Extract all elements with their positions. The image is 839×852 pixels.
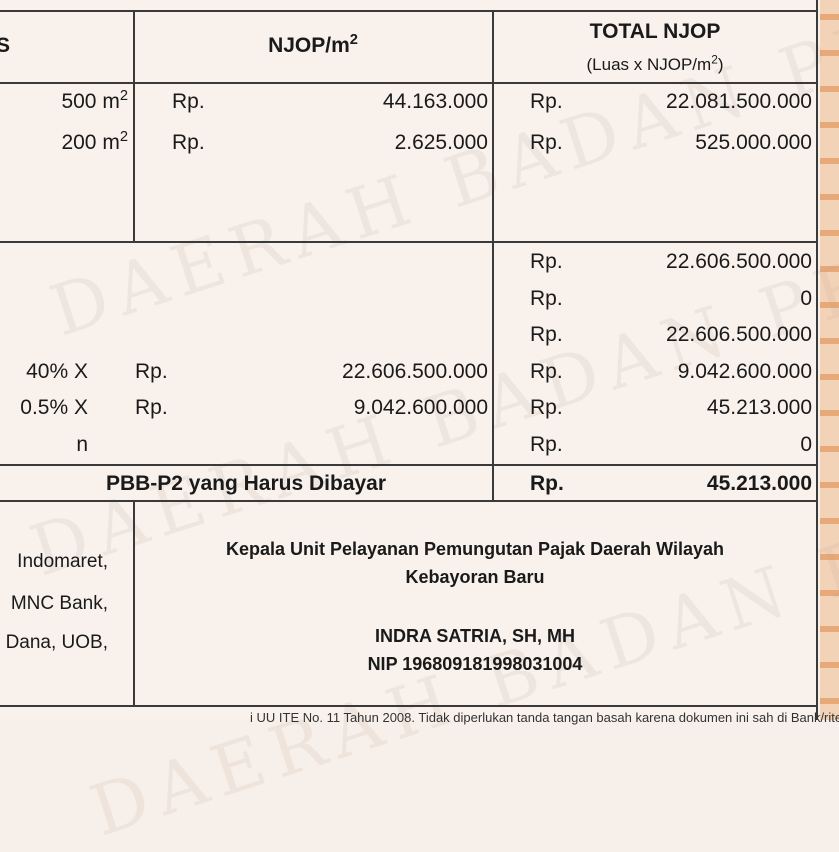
summary-total-currency: Rp.	[530, 396, 563, 419]
signatory-name: INDRA SATRIA, SH, MH	[375, 626, 575, 646]
summary-total-currency: Rp.	[530, 359, 563, 383]
total-value: 22.081.500.000	[666, 90, 812, 113]
signatory-title: Kebayoran Baru	[405, 567, 545, 587]
summary-total: 0	[800, 286, 812, 310]
currency: Rp.	[172, 90, 205, 113]
amount-due-value: 45.213.000	[706, 472, 812, 495]
summary-total-currency: Rp.	[530, 323, 563, 346]
payment-channel-text: Dana, UOB,	[5, 632, 108, 653]
njop-value: 2.625.000	[394, 131, 488, 154]
summary-total-currency: Rp.	[530, 286, 563, 310]
summary-currency: Rp.	[135, 359, 168, 383]
summary-base: 22.606.500.000	[342, 359, 488, 383]
summary-total: 9.042.600.000	[677, 359, 812, 383]
summary-base: 9.042.600.000	[353, 396, 488, 419]
summary-total: 22.606.500.000	[666, 323, 812, 346]
amount-due-label: PBB-P2 yang Harus Dibayar	[105, 472, 387, 495]
rule	[0, 500, 818, 502]
summary-currency: Rp.	[135, 396, 168, 419]
payment-channel-text: MNC Bank,	[10, 593, 108, 614]
summary-total-currency: Rp.	[530, 432, 563, 456]
payment-channel-text: Indomaret,	[17, 551, 108, 572]
signatory-nip: NIP 196809181998031004	[367, 654, 583, 674]
header-area: S	[0, 34, 11, 57]
currency: Rp.	[172, 131, 205, 154]
header-total: TOTAL NJOP	[589, 20, 721, 43]
rule	[0, 10, 818, 12]
header-total-sub: (Luas x NJOP/m2)	[586, 52, 724, 74]
area: 200 m2	[61, 129, 128, 154]
currency: Rp.	[530, 90, 563, 113]
summary-total: 22.606.500.000	[666, 250, 812, 273]
njop-value: 44.163.000	[382, 90, 488, 113]
summary-total-currency: Rp.	[530, 250, 563, 273]
summary-left: 40% X	[26, 359, 88, 383]
summary-left: n	[76, 432, 88, 456]
signatory-title: Kepala Unit Pelayanan Pemungutan Pajak D…	[225, 539, 724, 559]
decorative-border	[820, 0, 839, 720]
summary-total: 45.213.000	[706, 396, 812, 419]
rule	[816, 0, 818, 720]
summary-total: 0	[800, 432, 812, 456]
rule	[0, 464, 818, 466]
rule	[0, 705, 818, 707]
header-njop: NJOP/m2	[268, 32, 358, 57]
rule	[0, 241, 818, 243]
rule	[133, 500, 135, 706]
currency: Rp.	[530, 472, 564, 495]
summary-left: 0.5% X	[20, 396, 88, 419]
area: 500 m2	[61, 88, 128, 113]
rule	[0, 82, 818, 84]
currency: Rp.	[530, 131, 563, 154]
rule	[492, 10, 494, 501]
footer-note: i UU ITE No. 11 Tahun 2008. Tidak diperl…	[250, 710, 839, 725]
total-value: 525.000.000	[695, 131, 812, 154]
rule	[133, 10, 135, 242]
